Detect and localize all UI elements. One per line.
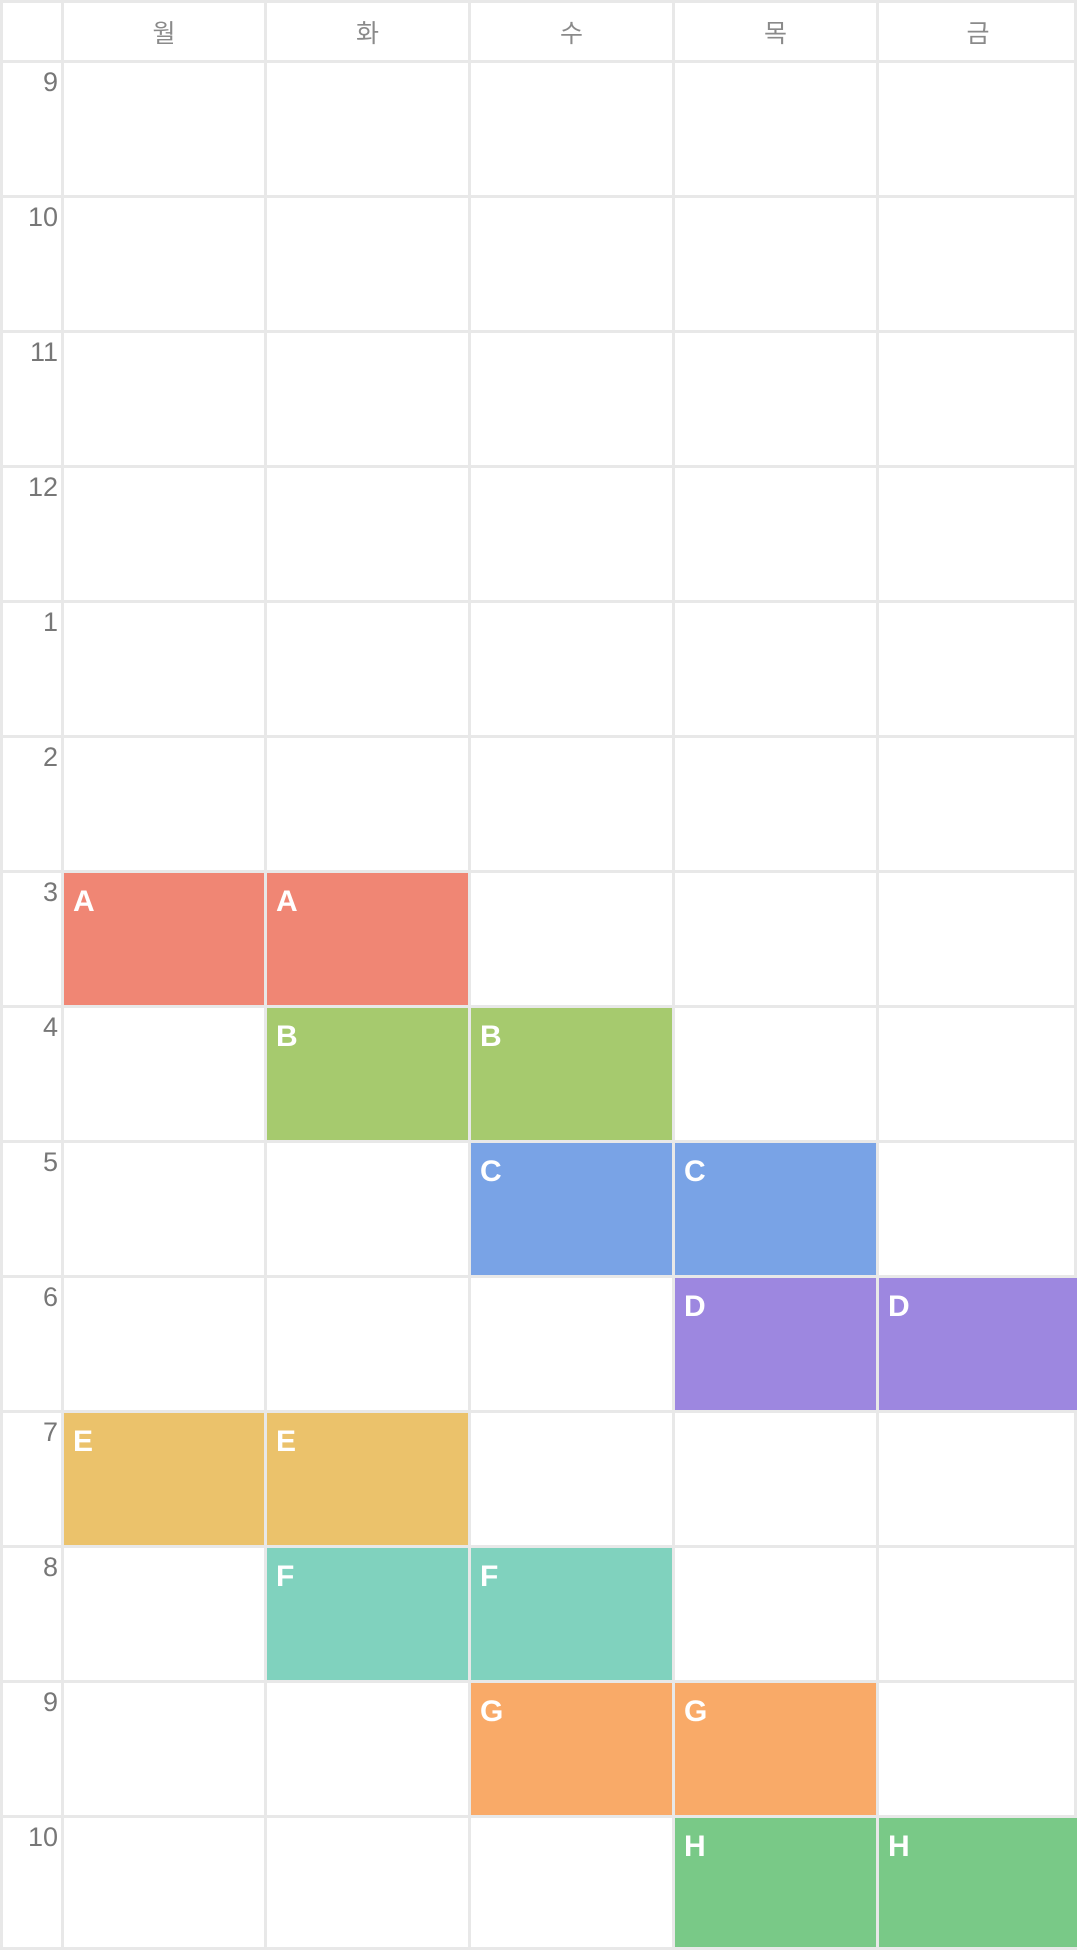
class-block-label: C (480, 1155, 502, 1188)
class-block-label: C (684, 1155, 706, 1188)
time-label: 7 (42, 1417, 58, 1447)
grid-row-line (0, 600, 1077, 603)
class-block-d[interactable]: D (879, 1278, 1077, 1410)
class-block-a[interactable]: A (64, 873, 264, 1005)
grid-row-line (0, 1275, 1077, 1278)
class-block-c[interactable]: C (471, 1143, 672, 1275)
class-block-label: B (276, 1020, 298, 1053)
class-block-g[interactable]: G (675, 1683, 876, 1815)
grid-row-line (0, 1680, 1077, 1683)
class-block-h[interactable]: H (675, 1818, 876, 1947)
time-label: 10 (27, 202, 58, 232)
class-block-label: B (480, 1020, 502, 1053)
day-header-0: 월 (152, 18, 176, 48)
day-header-3: 목 (763, 18, 787, 48)
grid-column-line (61, 0, 64, 1950)
class-block-a[interactable]: A (267, 873, 468, 1005)
grid-row-line (0, 465, 1077, 468)
grid-column-line (672, 0, 675, 1950)
day-header-4: 금 (966, 18, 990, 48)
time-label: 3 (42, 877, 58, 907)
time-label: 6 (42, 1282, 58, 1312)
class-block-b[interactable]: B (267, 1008, 468, 1140)
grid-row-line (0, 1410, 1077, 1413)
grid-row-line (0, 870, 1077, 873)
class-block-label: G (480, 1695, 504, 1728)
class-block-label: H (888, 1830, 910, 1863)
grid-row-line (0, 1140, 1077, 1143)
grid-column-line (468, 0, 471, 1950)
grid-row-line (0, 1815, 1077, 1818)
time-label: 9 (42, 1687, 58, 1717)
class-block-b[interactable]: B (471, 1008, 672, 1140)
grid-row-line (0, 195, 1077, 198)
class-block-f[interactable]: F (471, 1548, 672, 1680)
time-label: 5 (42, 1147, 58, 1177)
class-block-label: A (73, 885, 95, 918)
class-block-f[interactable]: F (267, 1548, 468, 1680)
grid-row-line (0, 330, 1077, 333)
class-block-label: F (480, 1560, 499, 1593)
time-label: 1 (42, 607, 58, 637)
class-block-label: G (684, 1695, 708, 1728)
class-block-c[interactable]: C (675, 1143, 876, 1275)
class-block-label: E (73, 1425, 94, 1458)
class-block-label: D (684, 1290, 706, 1323)
grid-column-line (1074, 0, 1077, 1950)
class-block-h[interactable]: H (879, 1818, 1077, 1947)
grid-row-line (0, 735, 1077, 738)
grid-row-line (0, 0, 1077, 3)
class-block-label: H (684, 1830, 706, 1863)
grid-column-line (876, 0, 879, 1950)
day-header-2: 수 (559, 18, 583, 48)
class-block-d[interactable]: D (675, 1278, 876, 1410)
grid-row-line (0, 60, 1077, 63)
time-label: 11 (29, 337, 58, 367)
grid-column-line (264, 0, 267, 1950)
time-label: 2 (42, 742, 58, 772)
grid-column-line (0, 0, 3, 1950)
grid-row-line (0, 1545, 1077, 1548)
time-label: 8 (42, 1552, 58, 1582)
class-block-label: E (276, 1425, 297, 1458)
class-block-label: A (276, 885, 298, 918)
time-label: 9 (42, 67, 58, 97)
time-label: 4 (42, 1012, 58, 1042)
time-label: 10 (27, 1822, 58, 1852)
time-label: 12 (27, 472, 58, 502)
grid-row-line (0, 1947, 1077, 1950)
class-block-label: D (888, 1290, 910, 1323)
class-block-label: F (276, 1560, 295, 1593)
class-block-g[interactable]: G (471, 1683, 672, 1815)
class-block-e[interactable]: E (64, 1413, 264, 1545)
day-header-1: 화 (355, 18, 379, 48)
grid-row-line (0, 1005, 1077, 1008)
class-block-e[interactable]: E (267, 1413, 468, 1545)
